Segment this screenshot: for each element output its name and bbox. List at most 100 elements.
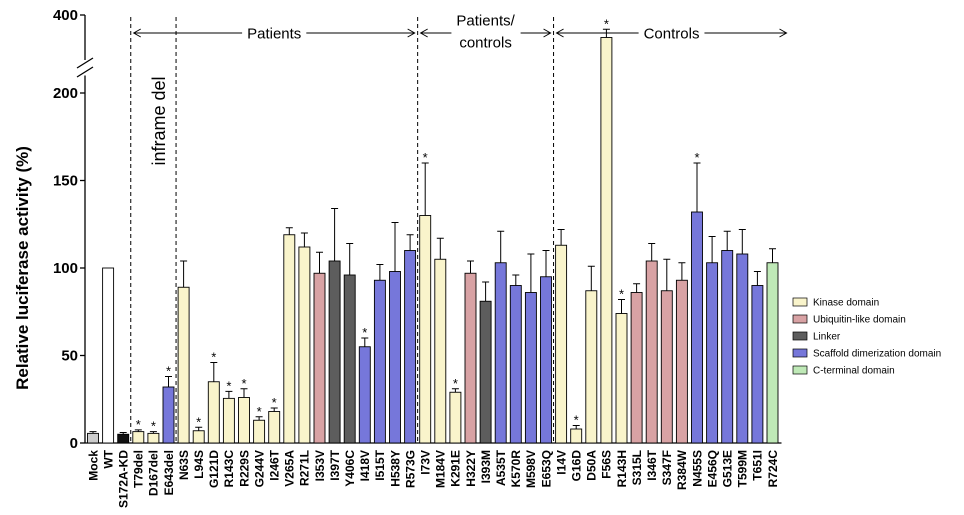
legend-label: C-terminal domain <box>813 366 895 377</box>
bar-g16d <box>570 428 583 444</box>
legend-swatch-cterminal <box>792 365 808 375</box>
x-tick-label: D167del <box>147 450 161 496</box>
x-tick-label: E456Q <box>705 450 719 487</box>
group-annotations: Patients Patients/ controls Controls inf… <box>132 13 788 166</box>
bar-v265a <box>283 234 296 444</box>
bar-i346t <box>645 260 658 444</box>
x-tick-label: I515T <box>373 449 387 480</box>
bar-r229s <box>238 397 250 444</box>
significance-star: * <box>423 150 428 165</box>
bar-k291e <box>449 391 462 444</box>
bar-t599m <box>736 253 749 444</box>
legend-label: Kinase domain <box>813 298 879 309</box>
bars: Mock WT S172A-KD * T79del * D167del * E643del N63… <box>86 16 780 508</box>
bar-y406c <box>343 274 356 444</box>
bar-i14v <box>555 244 568 444</box>
significance-star: * <box>196 414 201 429</box>
x-tick-label: R724C <box>766 450 780 488</box>
x-tick-label: I246T <box>268 449 282 480</box>
x-tick-label: G16D <box>570 450 584 482</box>
axis-break-mark <box>76 57 94 69</box>
bar-i73v <box>419 215 432 444</box>
x-tick-label: N455S <box>690 450 704 487</box>
x-tick-label: E653Q <box>539 450 553 487</box>
group-dividers <box>130 17 555 443</box>
bar-a535t <box>494 262 507 444</box>
x-tick-label: R384W <box>675 449 689 490</box>
x-tick-label: H322Y <box>464 450 478 487</box>
bar-n455s <box>691 211 703 444</box>
y-tick-label: 0 <box>70 435 78 452</box>
bar-r573g <box>404 250 417 444</box>
x-tick-label: H538Y <box>388 450 402 487</box>
legend-label: Linker <box>813 332 841 343</box>
significance-star: * <box>272 395 277 410</box>
subgroup-label-inframe-del: inframe del <box>149 76 169 165</box>
bar-k570r <box>509 285 522 444</box>
arrowhead-right-icon <box>407 28 416 38</box>
x-tick-label: A535T <box>494 449 508 486</box>
significance-star: * <box>604 16 609 31</box>
x-tick-label: I73V <box>419 450 433 475</box>
bar-i393m <box>479 300 492 444</box>
y-tick-label: 200 <box>53 85 78 102</box>
bar-s172a-kd <box>117 433 130 444</box>
bar-g513e <box>721 250 734 444</box>
x-tick-label: R573G <box>403 450 417 488</box>
bar-f56s <box>600 37 613 444</box>
bar-d167del <box>147 432 160 444</box>
bar-d50a <box>585 290 598 444</box>
arrowhead-right-icon <box>543 28 552 38</box>
legend-swatch-scaffold <box>792 348 808 358</box>
x-tick-label: M184V <box>434 450 448 488</box>
x-tick-label: D50A <box>585 450 599 481</box>
significance-star: * <box>241 376 246 391</box>
bar-i397t <box>328 260 341 444</box>
x-tick-label: S172A-KD <box>117 450 131 508</box>
x-tick-label: R229S <box>237 450 251 487</box>
arrowhead-left-icon <box>419 28 428 38</box>
legend-label: Scaffold dimerization domain <box>813 349 941 360</box>
y-tick-label: 50 <box>61 348 78 365</box>
y-tick-label: 400 <box>53 7 78 24</box>
bar-l94s <box>192 430 205 444</box>
legend: Kinase domain Ubiquitin-like domain Linker… <box>792 297 941 377</box>
significance-star: * <box>211 350 216 365</box>
bar-r143h <box>615 313 628 444</box>
x-tick-label: T651I <box>751 450 765 481</box>
significance-star: * <box>257 404 262 419</box>
x-tick-label: E643del <box>162 450 176 495</box>
significance-star: * <box>619 287 624 302</box>
significance-star: * <box>166 364 171 379</box>
bar-m598v <box>524 292 537 444</box>
bar-r384w <box>675 279 688 444</box>
x-tick-label: I353V <box>313 450 327 481</box>
significance-star: * <box>362 325 367 340</box>
x-tick-label: WT <box>101 449 115 468</box>
significance-star: * <box>136 417 141 432</box>
bar-r271l <box>298 246 311 444</box>
arrowhead-left-icon <box>132 28 141 38</box>
x-tick-label: Y406C <box>343 450 357 487</box>
legend-swatch-linker <box>792 331 808 341</box>
bar-mock <box>87 432 99 444</box>
x-tick-label: Mock <box>86 450 100 481</box>
group-label-patients-controls-line1: Patients/ <box>456 13 515 30</box>
significance-star: * <box>694 150 699 165</box>
legend-swatch-kinase <box>792 297 808 307</box>
x-tick-label: T79del <box>132 450 146 488</box>
bar-n63s <box>177 286 190 444</box>
x-tick-label: R271L <box>298 450 312 486</box>
legend-swatch-ubiquitin <box>792 314 808 324</box>
bar-h322y <box>464 272 477 444</box>
significance-star: * <box>226 378 231 393</box>
x-tick-label: I393M <box>479 450 493 483</box>
bar-g244v <box>253 419 266 444</box>
bar-t651i <box>751 285 764 444</box>
x-tick-label: L94S <box>192 450 206 479</box>
x-tick-label: G513E <box>721 450 735 487</box>
x-tick-label: M598V <box>524 450 538 488</box>
group-label-controls: Controls <box>644 26 700 43</box>
bar-s315l <box>630 292 643 444</box>
